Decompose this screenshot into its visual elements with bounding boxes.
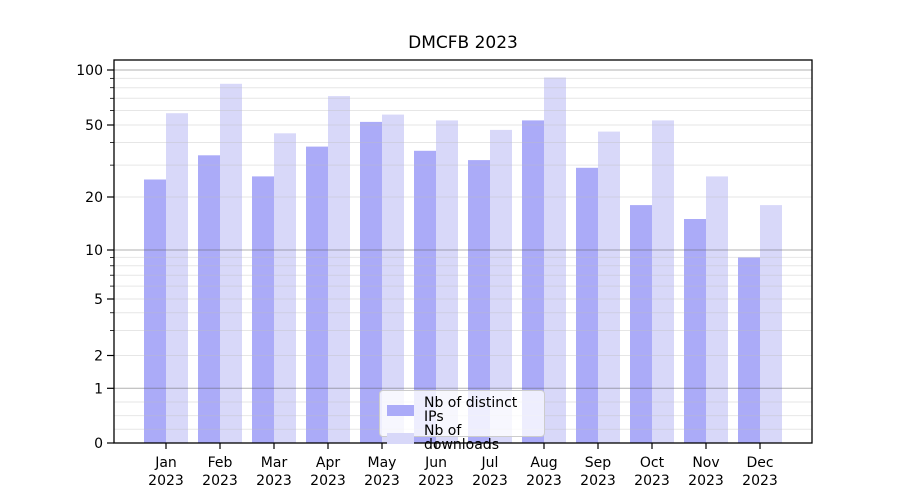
bar-downloads-jun	[436, 120, 458, 444]
bar-ips-jan	[144, 179, 166, 443]
bar-ips-apr	[306, 146, 328, 443]
y-tick-label-50: 50	[85, 118, 103, 134]
bar-ips-mar	[252, 176, 274, 443]
bar-downloads-jul	[490, 129, 512, 443]
bar-downloads-may	[382, 114, 404, 443]
x-tick-label-oct: Oct 2023	[634, 455, 670, 489]
bar-ips-aug	[522, 120, 544, 444]
bar-ips-nov	[684, 219, 706, 443]
y-tick-label-100: 100	[76, 63, 103, 79]
bar-ips-oct	[630, 205, 652, 443]
x-tick-label-mar: Mar 2023	[256, 455, 292, 489]
x-tick-label-jan: Jan 2023	[148, 455, 184, 489]
x-tick-label-sep: Sep 2023	[580, 455, 616, 489]
y-axis-group: 0 1 2 5 10 20 50 100	[76, 63, 114, 452]
bar-downloads-apr	[328, 96, 350, 443]
bar-downloads-feb	[220, 83, 242, 444]
y-tick-label-1: 1	[94, 381, 103, 397]
legend-label-downloads: Nb of downloads	[424, 423, 499, 453]
x-tick-label-apr: Apr 2023	[310, 455, 346, 489]
bars-group	[144, 77, 782, 444]
x-axis-group: Jan 2023 Feb 2023 Mar 2023 Apr 2023 May 2023 Jun 20…	[148, 443, 778, 489]
legend-row-ips: Nb of distinct IPs	[387, 396, 536, 424]
bar-downloads-nov	[706, 176, 728, 443]
gridlines-group	[114, 69, 812, 430]
legend-swatch-downloads	[387, 432, 414, 444]
bar-ips-dec	[738, 257, 760, 443]
y-tick-label-10: 10	[85, 243, 103, 259]
y-tick-label-2: 2	[94, 349, 103, 365]
x-tick-label-aug: Aug 2023	[526, 455, 562, 489]
x-tick-label-dec: Dec 2023	[742, 455, 778, 489]
legend-label-ips: Nb of distinct IPs	[424, 395, 518, 425]
y-tick-label-0: 0	[94, 436, 103, 452]
bar-ips-jun	[414, 150, 436, 444]
bar-ips-may	[360, 121, 382, 444]
axis-frame	[113, 59, 813, 444]
bar-downloads-sep	[598, 131, 620, 443]
bar-downloads-aug	[544, 77, 566, 443]
bar-ips-feb	[198, 155, 220, 444]
x-tick-label-jun: Jun 2023	[418, 455, 454, 489]
x-tick-label-feb: Feb 2023	[202, 455, 238, 489]
bar-downloads-mar	[274, 133, 296, 444]
bar-downloads-jan	[166, 113, 188, 443]
y-tick-label-5: 5	[94, 292, 103, 308]
x-tick-label-jul: Jul 2023	[472, 455, 508, 489]
legend-swatch-ips	[387, 404, 414, 416]
legend-row-downloads: Nb of downloads	[387, 424, 536, 452]
bar-ips-jul	[468, 160, 490, 443]
y-tick-label-20: 20	[85, 190, 103, 206]
chart-title: DMCFB 2023	[408, 33, 518, 53]
x-tick-label-may: May 2023	[364, 455, 400, 489]
bar-ips-sep	[576, 167, 598, 444]
bar-downloads-dec	[760, 205, 782, 443]
legend: Nb of distinct IPs Nb of downloads	[379, 390, 545, 452]
x-tick-label-nov: Nov 2023	[688, 455, 724, 489]
bar-downloads-oct	[652, 120, 674, 444]
